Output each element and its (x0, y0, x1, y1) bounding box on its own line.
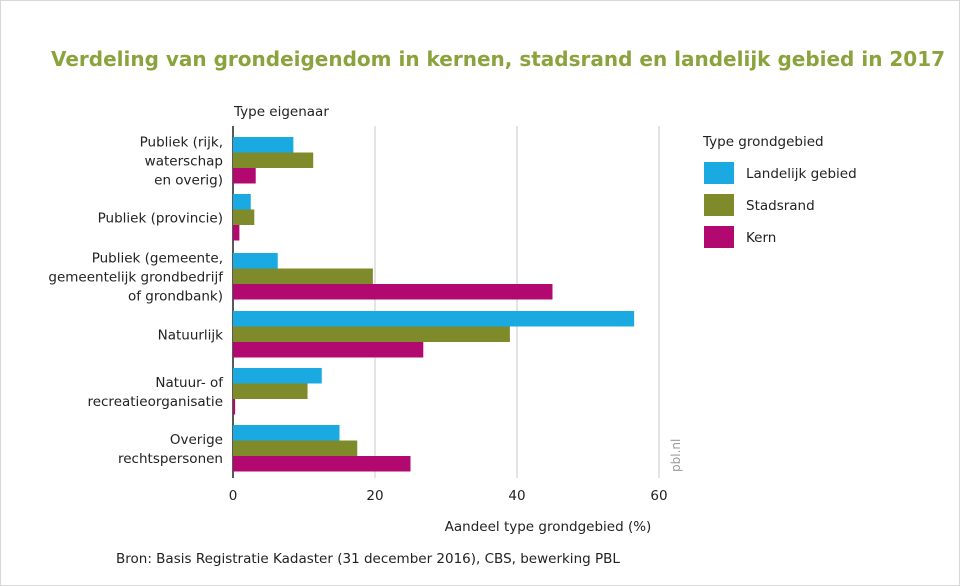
category-axis-title: Type eigenaar (233, 104, 329, 120)
category-label: Overige (170, 432, 223, 448)
bar-kern (233, 399, 236, 415)
category-label: Natuurlijk (158, 327, 224, 343)
legend: Landelijk gebied Stadsrand Kern (704, 162, 857, 248)
bar-kern (233, 168, 256, 184)
x-tick-labels: 0 20 40 60 (229, 488, 668, 504)
bar-stadsrand (233, 326, 510, 342)
category-label: gemeentelijk grondbedrijf (48, 269, 224, 285)
category-label: Natuur- of (155, 375, 224, 391)
x-tick-label: 60 (650, 488, 667, 504)
x-tick-label: 0 (229, 488, 238, 504)
legend-swatch (704, 162, 734, 184)
category-label: Publiek (gemeente, (92, 250, 223, 266)
bar-landelijk-gebied (233, 253, 278, 269)
bar-landelijk-gebied (233, 311, 635, 327)
category-label: recreatieorganisatie (87, 394, 223, 410)
bar-landelijk-gebied (233, 137, 294, 153)
legend-swatch (704, 194, 734, 216)
legend-title: Type grondgebied (702, 134, 824, 150)
bar-stadsrand (233, 209, 255, 225)
bar-stadsrand (233, 440, 358, 456)
bar-stadsrand (233, 383, 308, 399)
category-label: rechtspersonen (118, 451, 223, 467)
bar-landelijk-gebied (233, 425, 340, 441)
legend-swatch (704, 226, 734, 248)
bar-kern (233, 456, 411, 472)
legend-label: Stadsrand (746, 198, 815, 214)
bars (233, 137, 635, 472)
bar-landelijk-gebied (233, 194, 251, 210)
category-label: Publiek (provincie) (98, 210, 223, 226)
source-note: Bron: Basis Registratie Kadaster (31 dec… (116, 551, 620, 567)
chart-title: Verdeling van grondeigendom in kernen, s… (51, 47, 945, 71)
category-label: of grondbank) (128, 288, 223, 304)
category-label: Publiek (rijk, (140, 134, 223, 150)
bar-stadsrand (233, 152, 314, 168)
x-axis-title: Aandeel type grondgebied (%) (445, 519, 652, 535)
x-tick-label: 20 (366, 488, 383, 504)
category-label: waterschap (145, 153, 223, 169)
bar-landelijk-gebied (233, 368, 322, 384)
x-tick-label: 40 (508, 488, 525, 504)
legend-label: Landelijk gebied (746, 166, 857, 182)
bar-kern (233, 342, 424, 358)
gridlines (374, 126, 660, 478)
bar-stadsrand (233, 268, 373, 284)
bar-kern (233, 225, 240, 241)
legend-label: Kern (746, 230, 776, 246)
watermark: pbl.nl (669, 439, 683, 472)
category-label: en overig) (154, 172, 223, 188)
category-labels: Publiek (rijk, waterschap en overig) Publie… (48, 134, 224, 467)
bar-kern (233, 284, 553, 300)
